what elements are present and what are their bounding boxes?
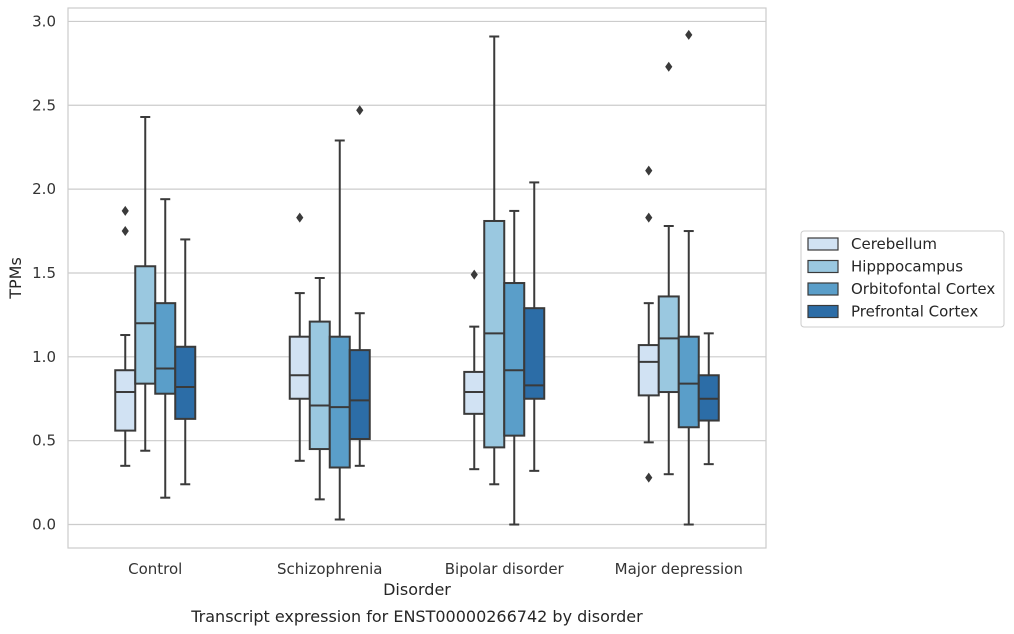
iqr-box [503,282,526,437]
outlier-point [296,212,304,223]
plot-area [67,7,767,549]
y-tick-label: 0.0 [32,516,56,534]
legend-swatch [807,282,839,296]
y-tick-label: 1.0 [32,348,56,366]
outlier-point [121,205,129,216]
y-axis-label: TPMs [6,257,25,300]
iqr-box [308,320,331,451]
legend-label: Orbitofontal Cortex [851,280,995,298]
outlier-point [645,165,653,176]
y-tick-labels: 0.0 0.5 1.0 1.5 2.0 2.5 3.0 [32,12,56,533]
y-tick-label: 3.0 [32,12,56,30]
box-prefrontal-cortex [697,332,720,466]
legend-label: Hipppocampus [851,258,963,276]
x-tick-label: Bipolar disorder [445,560,565,578]
iqr-box [657,295,680,394]
iqr-box [348,349,371,440]
iqr-box [328,335,351,469]
outlier-point [356,105,364,116]
iqr-box [114,369,137,432]
x-tick-label: Schizophrenia [277,560,382,578]
y-tick-label: 0.5 [32,432,56,450]
x-tick-label: Control [128,560,182,578]
box-prefrontal-cortex [174,238,197,486]
boxes [114,29,720,526]
iqr-box [523,307,546,400]
y-tick-label: 2.0 [32,180,56,198]
box-orbitofontal-cortex [677,29,700,526]
legend-swatch [807,259,839,274]
iqr-box [637,344,660,397]
legend: Cerebellum Hipppocampus Orbitofontal Corte… [800,230,1005,328]
iqr-box [174,345,197,420]
iqr-box [677,335,700,429]
legend-swatch [807,237,839,251]
legend-frame [800,230,1005,328]
x-tick-labels: Control Schizophrenia Bipolar disorder Majo… [128,560,743,578]
outlier-point [645,472,653,483]
outlier-point [121,226,129,237]
x-tick-label: Major depression [615,560,743,578]
box-prefrontal-cortex [523,181,546,472]
legend-swatch [807,304,839,319]
outlier-point [645,212,653,223]
iqr-box [134,265,157,385]
legend-label: Prefrontal Cortex [851,303,978,321]
legend-label: Cerebellum [851,235,937,253]
chart-caption: Transcript expression for ENST0000026674… [190,607,643,626]
outlier-point [665,61,673,72]
outlier-point [685,29,693,40]
box-cerebellum [114,205,137,467]
y-tick-label: 1.5 [32,264,56,282]
iqr-box [288,335,311,400]
outlier-point [470,269,478,280]
iqr-box [154,302,177,395]
box-cerebellum [463,269,486,471]
box-orbitofontal-cortex [328,139,351,521]
y-tick-label: 2.5 [32,96,56,114]
box-cerebellum [637,165,660,483]
x-axis-label: Disorder [383,580,451,599]
box-hipppocampus [483,35,506,486]
box-prefrontal-cortex [348,105,371,467]
